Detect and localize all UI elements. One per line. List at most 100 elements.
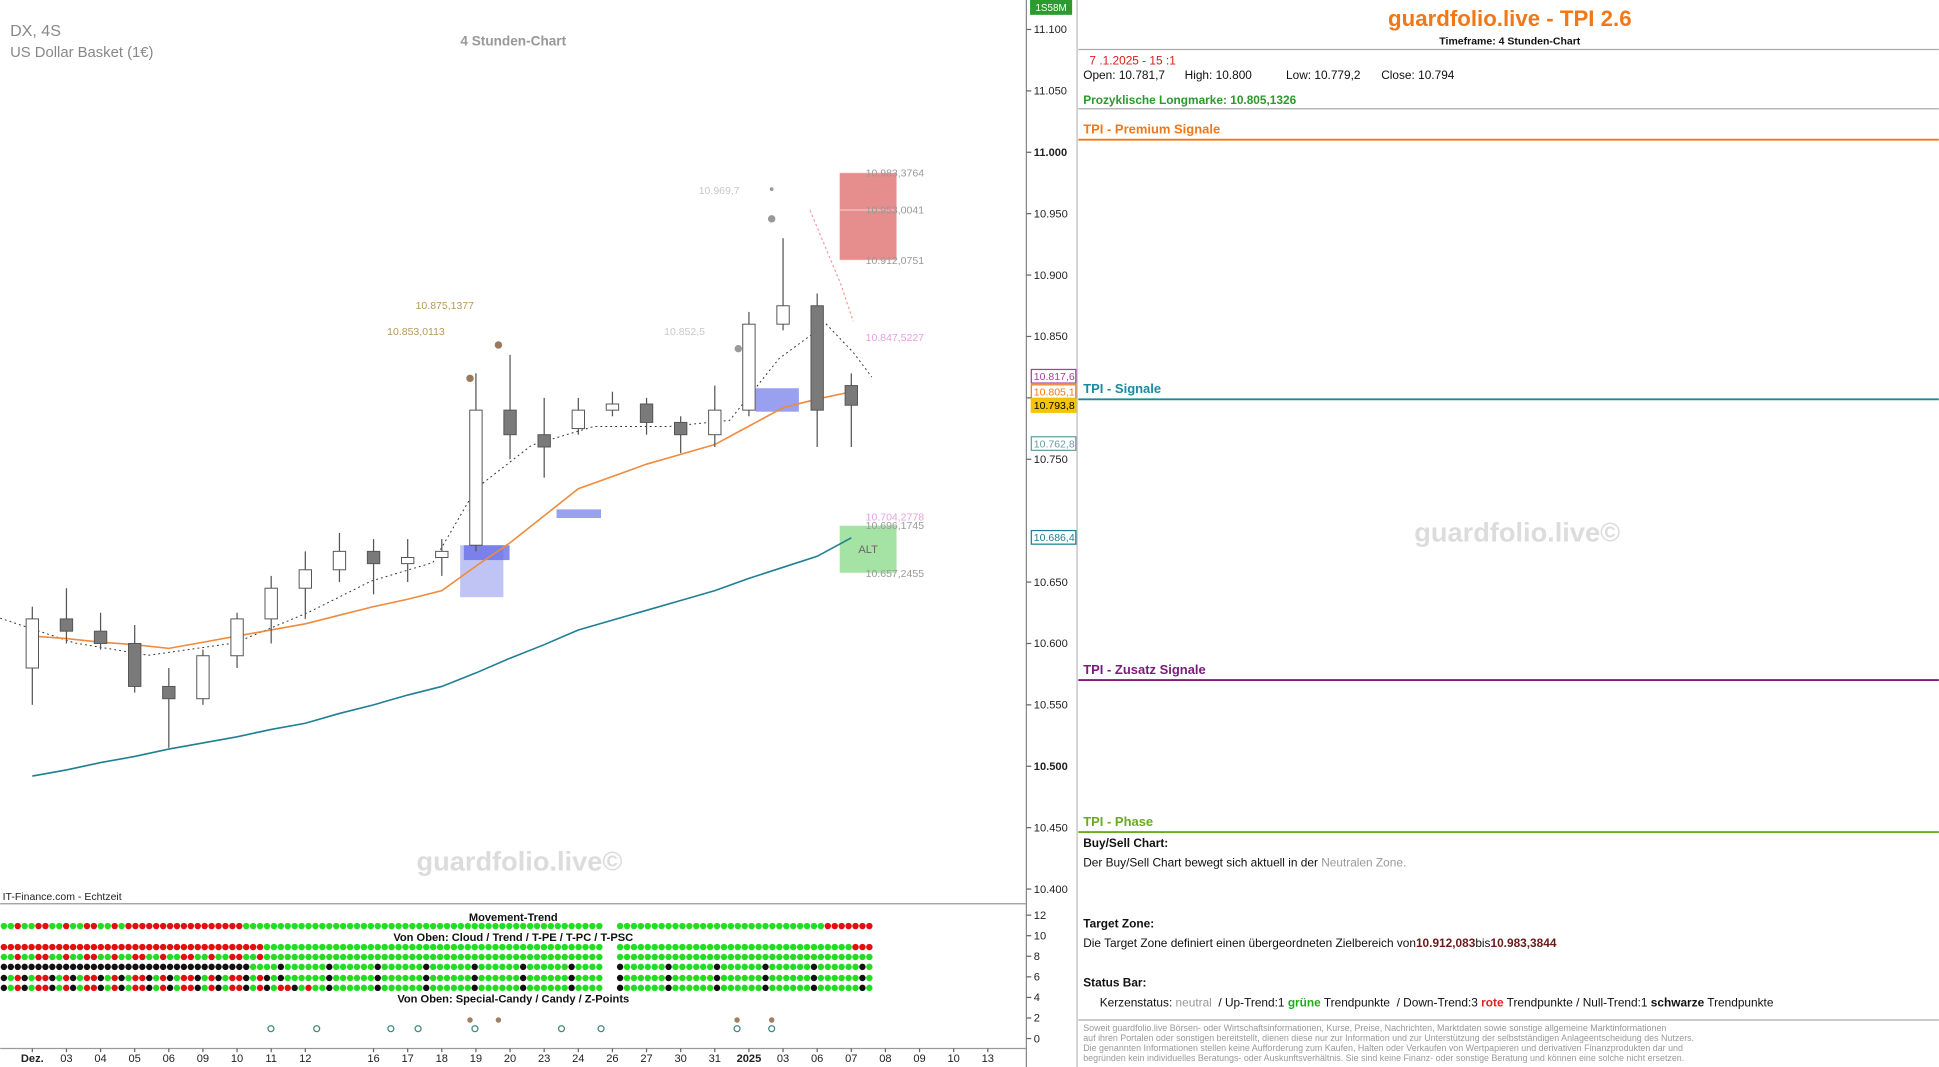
trend-dot [291,953,298,961]
trend-dot [305,963,312,971]
trend-dot [90,953,98,961]
trend-dot [381,953,388,961]
trend-dot [831,963,838,971]
trend-dot [90,963,98,971]
zone-label: 10.953,0041 [866,205,925,217]
trend-dot [62,963,70,971]
timeframe-label: 4 Stunden-Chart [460,34,566,49]
trend-dot [42,984,49,992]
trend-dot [720,953,728,961]
trend-dot [388,963,395,971]
trend-dot [859,953,866,961]
trend-dot [658,984,665,992]
trend-dot [616,974,624,982]
candle-body [537,434,551,448]
trend-dot [381,984,388,992]
trend-dot [547,974,555,982]
trend-dot [291,984,298,992]
trend-dot [471,953,478,961]
trend-dot [706,943,714,951]
candle-body [639,403,654,423]
candle-body [776,305,790,325]
trend-dot [326,984,333,992]
trend-dot [346,984,354,992]
trend-dot [14,963,21,971]
trend-dot [616,963,624,971]
z-point [557,1025,566,1033]
trend-dot [139,943,146,951]
trend-dot [492,922,499,930]
trend-dot [7,943,15,951]
trend-dot [492,963,499,971]
trend-dot [789,963,797,971]
trend-dot [229,963,236,971]
trend-dot [187,943,195,951]
trend-dot [56,943,63,951]
trend-dot [637,953,645,961]
indicator-label-bg [383,992,644,1006]
x-tick-label: 10 [231,1053,243,1065]
trend-dot [519,943,527,951]
trend-dot [194,953,201,961]
trend-dot [589,984,596,992]
trend-dot [180,984,188,992]
trend-dot [118,963,125,971]
trend-dot [56,922,63,930]
trend-dot [249,922,257,930]
trend-dot [256,953,264,961]
trend-dot [644,922,652,930]
trend-dot [651,974,658,982]
trend-dot [263,974,271,982]
trend-dot [409,943,416,951]
trend-dot [374,953,381,961]
trend-dot [513,943,520,951]
trend-dot [298,943,305,951]
status-part: / Up-Trend:1 [1212,995,1288,1009]
trend-dot [499,974,506,982]
trend-dot [69,974,77,982]
trend-dot [42,953,49,961]
trend-dot [693,963,700,971]
trend-dot [623,953,631,961]
trend-dot [21,922,28,930]
trend-dot [56,974,63,982]
trend-dot [513,953,520,961]
trend-dot [699,922,707,930]
trend-dot [824,984,832,992]
trend-dot [471,922,478,930]
indicator-label-bg [383,930,644,944]
trend-dot [360,963,368,971]
trend-dot [132,953,139,961]
trend-dot [796,953,804,961]
status-part: Kerzenstatus: [1100,995,1176,1009]
trend-dot [762,984,769,992]
y-tick-label: 10.600 [1034,638,1068,650]
trend-dot [436,984,444,992]
trend-dot [243,922,250,930]
trend-dot [734,963,742,971]
trend-dot [450,963,458,971]
trend-dot [533,984,541,992]
trend-dot [49,922,56,930]
trend-dot [194,984,201,992]
trend-dot [28,963,35,971]
trend-dot [499,922,506,930]
x-tick-label: 16 [367,1053,379,1065]
trend-dot [852,953,859,961]
trend-dot [152,943,160,951]
trend-dot [381,963,388,971]
trend-dot [104,922,111,930]
marker [466,374,474,383]
trend-dot [755,943,762,951]
trend-dot [139,953,146,961]
trend-dot [686,922,693,930]
trend-dot [762,953,769,961]
trend-dot [208,943,215,951]
trend-dot [90,974,98,982]
trend-dot [845,984,852,992]
trend-dot [346,963,354,971]
trend-dot [589,943,596,951]
trend-dot [824,974,832,982]
x-tick-label: 04 [94,1053,106,1065]
trend-dot [492,943,499,951]
